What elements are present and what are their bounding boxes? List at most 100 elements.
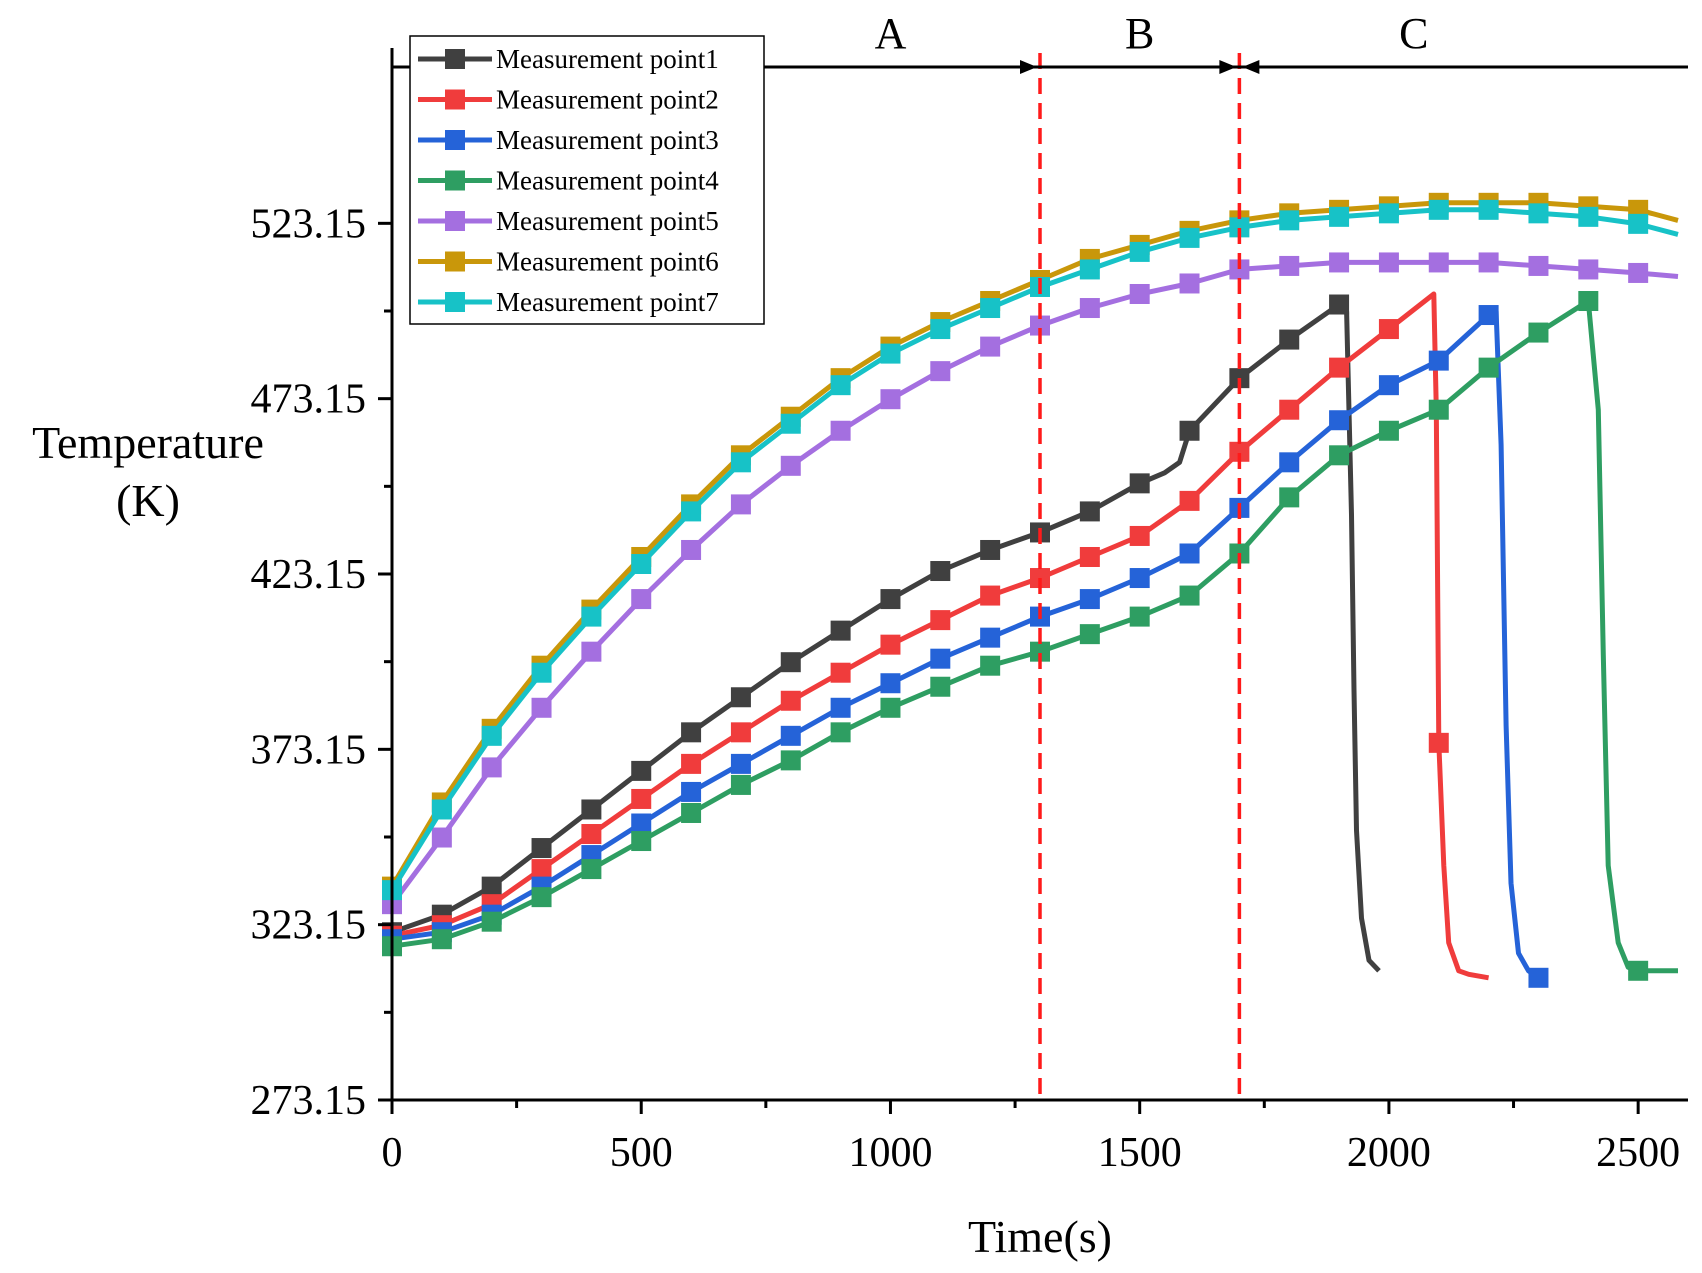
- data-point-marker: [1478, 305, 1499, 326]
- data-point-marker: [730, 753, 751, 774]
- data-point-marker: [780, 652, 801, 673]
- legend-label: Measurement point3: [496, 125, 719, 155]
- data-point-marker: [980, 655, 1001, 676]
- data-point-marker: [631, 589, 652, 610]
- y-tick-label: 423.15: [251, 552, 367, 598]
- data-point-marker: [1378, 319, 1399, 340]
- series-measurement-point-2: [382, 291, 1490, 981]
- data-point-marker: [531, 887, 552, 908]
- data-point-marker: [1129, 568, 1150, 589]
- data-point-marker: [1528, 322, 1549, 343]
- legend-swatch-marker: [445, 89, 465, 110]
- legend-label: Measurement point6: [496, 247, 719, 277]
- data-point-marker: [1578, 206, 1599, 227]
- x-tick-label: 2000: [1347, 1130, 1431, 1176]
- data-point-marker: [631, 813, 652, 834]
- data-point-marker: [631, 760, 652, 781]
- data-point-marker: [830, 620, 851, 641]
- data-point-marker: [930, 361, 951, 382]
- data-point-marker: [830, 722, 851, 743]
- region-label-b: B: [1125, 9, 1154, 58]
- region-label-a: A: [875, 9, 907, 58]
- region-label-c: C: [1399, 9, 1428, 58]
- data-point-marker: [880, 389, 901, 410]
- data-point-marker: [1578, 259, 1599, 280]
- data-point-marker: [880, 673, 901, 694]
- data-point-marker: [581, 859, 602, 880]
- data-point-marker: [1030, 315, 1050, 336]
- data-point-marker: [730, 452, 751, 473]
- x-tick-label: 1000: [848, 1130, 932, 1176]
- series-measurement-point-4: [382, 291, 1678, 981]
- data-point-marker: [1329, 357, 1350, 378]
- data-point-marker: [830, 662, 851, 683]
- x-tick-label: 500: [610, 1130, 673, 1176]
- data-point-marker: [531, 859, 552, 880]
- legend-entry: Measurement point5: [418, 206, 719, 236]
- data-point-marker: [1478, 252, 1499, 273]
- data-point-marker: [1428, 199, 1449, 220]
- legend-swatch-marker: [445, 251, 465, 272]
- x-tick-label: 2500: [1596, 1130, 1680, 1176]
- data-point-marker: [481, 911, 502, 932]
- data-point-marker: [730, 774, 751, 795]
- data-point-marker: [1329, 410, 1350, 431]
- data-point-marker: [631, 788, 652, 809]
- x-axis-title: Time(s): [968, 1211, 1112, 1262]
- legend-swatch-marker: [445, 49, 465, 69]
- data-point-marker: [1428, 732, 1449, 753]
- data-point-marker: [730, 722, 751, 743]
- data-point-marker: [581, 606, 602, 627]
- data-point-marker: [681, 539, 702, 560]
- data-point-marker: [980, 585, 1001, 606]
- data-point-marker: [681, 802, 702, 823]
- data-point-marker: [1478, 357, 1499, 378]
- data-point-marker: [481, 725, 502, 746]
- data-point-marker: [930, 561, 951, 582]
- data-point-marker: [1528, 203, 1549, 224]
- series-measurement-point-5: [382, 252, 1679, 915]
- data-point-marker: [1528, 967, 1549, 988]
- data-point-marker: [1428, 252, 1449, 273]
- data-point-marker: [1079, 501, 1100, 522]
- data-point-marker: [631, 831, 652, 852]
- data-point-marker: [1179, 585, 1200, 606]
- data-point-marker: [830, 697, 851, 718]
- data-point-marker: [1030, 641, 1050, 662]
- y-tick-label: 523.15: [251, 201, 367, 247]
- data-point-marker: [681, 781, 702, 802]
- legend-entry: Measurement point7: [418, 287, 719, 317]
- data-point-marker: [1279, 255, 1300, 276]
- data-point-marker: [780, 750, 801, 771]
- data-point-marker: [531, 662, 552, 683]
- data-point-marker: [1478, 199, 1499, 220]
- data-point-marker: [1329, 294, 1350, 315]
- data-point-marker: [1229, 217, 1250, 238]
- y-tick-label: 473.15: [251, 377, 367, 423]
- data-point-marker: [730, 687, 751, 708]
- data-point-marker: [1229, 259, 1250, 280]
- data-point-marker: [581, 824, 602, 845]
- data-point-marker: [780, 455, 801, 476]
- data-point-marker: [681, 501, 702, 522]
- data-point-marker: [1378, 252, 1399, 273]
- data-point-marker: [1279, 487, 1300, 508]
- data-point-marker: [1129, 241, 1150, 262]
- y-tick-label: 273.15: [251, 1078, 367, 1124]
- legend-swatch-marker: [445, 292, 465, 312]
- data-point-marker: [681, 722, 702, 743]
- data-point-marker: [1179, 227, 1200, 248]
- legend-label: Measurement point7: [496, 287, 719, 317]
- data-point-marker: [1129, 525, 1150, 546]
- data-point-marker: [681, 753, 702, 774]
- axes: 273.15 323.15 373.15 423.15 473.15 523.15 0 500…: [251, 48, 1688, 1176]
- data-point-marker: [431, 929, 452, 950]
- data-point-marker: [481, 876, 502, 897]
- data-point-marker: [1229, 441, 1250, 462]
- x-tick-label: 1500: [1098, 1130, 1182, 1176]
- data-point-marker: [930, 676, 951, 697]
- data-point-marker: [1279, 210, 1300, 231]
- data-point-marker: [980, 627, 1001, 648]
- legend-swatch-marker: [445, 211, 465, 231]
